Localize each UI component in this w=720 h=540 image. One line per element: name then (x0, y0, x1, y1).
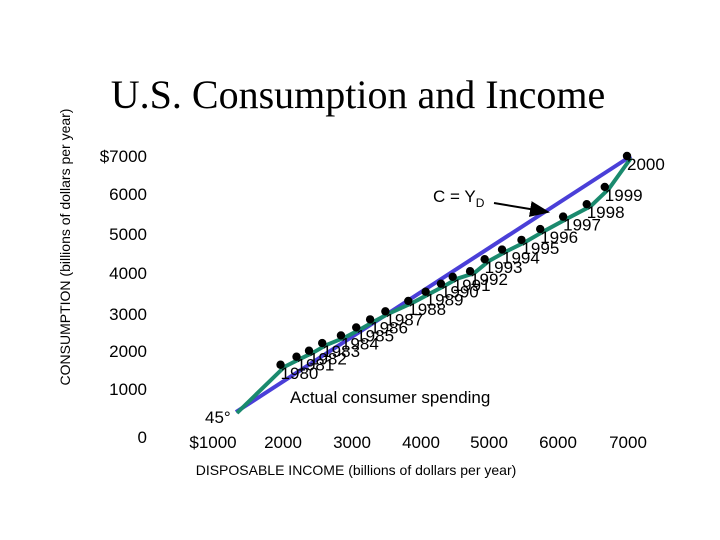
year-label-1987: 1987 (385, 310, 423, 329)
x-axis-label: DISPOSABLE INCOME (billions of dollars p… (196, 462, 517, 478)
x-tick-label: 4000 (402, 433, 440, 452)
data-point-1997 (558, 212, 568, 221)
year-label-1981: 1981 (297, 356, 335, 375)
year-label-1988: 1988 (408, 300, 446, 319)
data-point-1984 (336, 331, 346, 340)
y-axis-ticks: 0 1000 2000 3000 4000 5000 6000 $7000 (100, 147, 147, 447)
year-label-1980: 1980 (281, 364, 319, 383)
x-tick-label: 7000 (609, 433, 647, 452)
y-tick-label: 0 (138, 428, 147, 447)
y-tick-label: $7000 (100, 147, 147, 166)
year-label-1997: 1997 (563, 216, 601, 235)
year-label-1993: 1993 (485, 258, 523, 277)
data-point-1981 (292, 352, 301, 361)
data-point-1988 (404, 296, 413, 306)
y-tick-label: 3000 (109, 305, 147, 324)
series-label: Actual consumer spending (290, 388, 490, 407)
angle-label: 45° (205, 408, 231, 427)
year-label-1982: 1982 (309, 350, 347, 369)
y-tick-label: 5000 (109, 225, 147, 244)
year-label-1989: 1989 (426, 291, 464, 310)
year-label-1991: 1991 (453, 276, 491, 295)
data-point-1985 (352, 323, 361, 332)
reference-line-label-sub: D (476, 196, 485, 210)
data-point-1986 (365, 315, 375, 324)
data-point-1993 (480, 254, 489, 264)
year-label-1986: 1986 (370, 318, 408, 337)
y-axis-label: CONSUMPTION (billions of dollars per yea… (57, 109, 73, 386)
y-tick-label: 4000 (109, 264, 147, 283)
year-label-1983: 1983 (322, 342, 360, 361)
reference-line-label: C = YD (433, 187, 485, 210)
year-labels: 1980198119821983198419851986198719881989… (281, 155, 665, 383)
x-tick-label: 5000 (470, 433, 508, 452)
x-tick-label: 2000 (264, 433, 302, 452)
year-label-1998: 1998 (587, 203, 625, 222)
data-point-1999 (600, 182, 609, 192)
data-point-1995 (517, 235, 526, 245)
data-point-1991 (448, 272, 457, 282)
data-point-2000 (622, 151, 632, 161)
reference-line-45-degree (234, 154, 633, 414)
reference-line-pointer-arrow (493, 201, 550, 217)
data-point-1996 (536, 224, 545, 234)
year-label-1990: 1990 (441, 283, 479, 302)
y-tick-label: 1000 (109, 380, 147, 399)
data-point-1998 (582, 199, 591, 209)
data-point-1989 (421, 287, 430, 296)
chart-title: U.S. Consumption and Income (111, 72, 605, 117)
year-label-1992: 1992 (470, 270, 508, 289)
x-tick-label: 6000 (539, 433, 577, 452)
data-point-1982 (304, 346, 314, 355)
year-label-1985: 1985 (356, 326, 394, 345)
year-label-1999: 1999 (605, 186, 643, 205)
series-line-actual-spending (235, 156, 633, 415)
data-point-1987 (381, 307, 390, 316)
year-label-2000: 2000 (627, 155, 665, 174)
reference-line-label-main: C = Y (433, 187, 476, 206)
data-point-1980 (276, 360, 285, 369)
year-label-1995: 1995 (521, 239, 559, 258)
data-points (276, 151, 632, 369)
year-label-1994: 1994 (502, 249, 540, 268)
data-point-1983 (318, 338, 327, 348)
x-axis-ticks: $1000 2000 3000 4000 5000 6000 7000 (189, 433, 647, 452)
year-label-1984: 1984 (341, 334, 379, 353)
y-tick-label: 2000 (109, 342, 147, 361)
year-label-1996: 1996 (540, 228, 578, 247)
data-point-1992 (465, 267, 475, 276)
x-tick-label: $1000 (189, 433, 236, 452)
y-tick-label: 6000 (109, 185, 147, 204)
data-point-1990 (436, 279, 446, 288)
data-point-1994 (497, 245, 507, 254)
x-tick-label: 3000 (333, 433, 371, 452)
